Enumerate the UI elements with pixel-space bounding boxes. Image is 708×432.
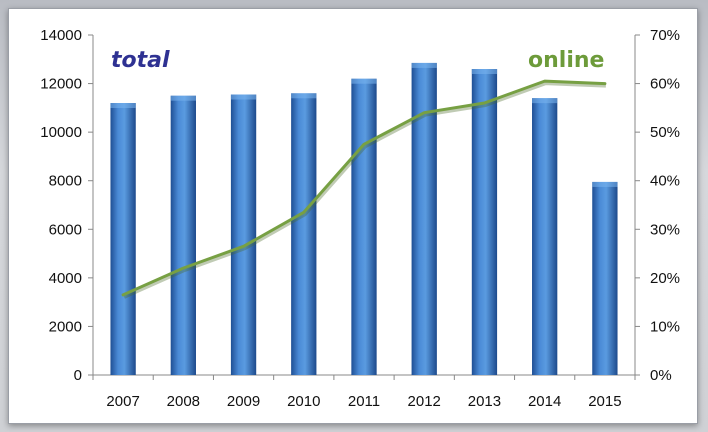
x-tick-label: 2011 xyxy=(348,393,380,410)
bar xyxy=(471,69,498,375)
bar-top-highlight xyxy=(110,103,136,108)
bar xyxy=(351,78,377,375)
x-tick-label: 2014 xyxy=(528,393,561,410)
x-tick-label: 2009 xyxy=(227,393,260,410)
bar-top-highlight xyxy=(230,94,257,100)
bar-top-highlight xyxy=(291,93,317,99)
bar-top-highlight xyxy=(170,95,196,101)
bar xyxy=(592,181,618,375)
y-left-tick-label: 2000 xyxy=(49,318,82,335)
x-tick-label: 2015 xyxy=(588,393,621,410)
y-left-tick-label: 14000 xyxy=(40,27,82,44)
y-left-tick-label: 6000 xyxy=(49,221,82,238)
bar-top-highlight xyxy=(592,181,618,187)
y-right-tick-label: 30% xyxy=(650,221,680,238)
y-right-tick-label: 20% xyxy=(650,270,680,287)
y-left-tick-label: 12000 xyxy=(40,76,82,93)
tick-labels: 0 2000 4000 6000 8000 10000 12000 14000 0% 10% 20%… xyxy=(40,27,680,410)
bar xyxy=(291,93,317,376)
x-tick-label: 2010 xyxy=(287,393,320,410)
x-tick-label: 2007 xyxy=(106,393,139,410)
line-shadow xyxy=(123,81,606,299)
bar-top-highlight xyxy=(471,69,498,74)
y-right-tick-label: 50% xyxy=(650,124,680,141)
legend-online: online xyxy=(528,48,604,73)
x-tick-label: 2012 xyxy=(408,393,441,410)
chart-frame: 0 2000 4000 6000 8000 10000 12000 14000 0% 10% 20%… xyxy=(8,8,698,424)
y-left-tick-label: 8000 xyxy=(49,173,82,190)
y-right-tick-label: 10% xyxy=(650,318,680,335)
x-tick-label: 2008 xyxy=(167,393,200,410)
bar xyxy=(110,103,136,375)
legend-total: total xyxy=(111,48,170,73)
x-tick-label: 2013 xyxy=(468,393,501,410)
y-right-tick-label: 60% xyxy=(650,76,680,93)
line-series-online xyxy=(121,79,607,299)
bar-top-highlight xyxy=(411,62,437,68)
bar-top-highlight xyxy=(351,78,377,84)
bar-top-highlight xyxy=(532,98,558,104)
y-right-tick-label: 70% xyxy=(650,27,680,44)
y-left-tick-label: 10000 xyxy=(40,124,82,141)
bar-series-total xyxy=(110,62,618,376)
bar xyxy=(532,98,558,376)
y-left-tick-label: 0 xyxy=(74,367,82,384)
y-left-tick-label: 4000 xyxy=(49,270,82,287)
y-right-tick-label: 40% xyxy=(650,173,680,190)
y-right-tick-label: 0% xyxy=(650,367,672,384)
combo-chart: 0 2000 4000 6000 8000 10000 12000 14000 0% 10% 20%… xyxy=(40,27,680,410)
bar xyxy=(170,95,196,375)
bar xyxy=(230,94,257,375)
bar xyxy=(411,62,437,376)
